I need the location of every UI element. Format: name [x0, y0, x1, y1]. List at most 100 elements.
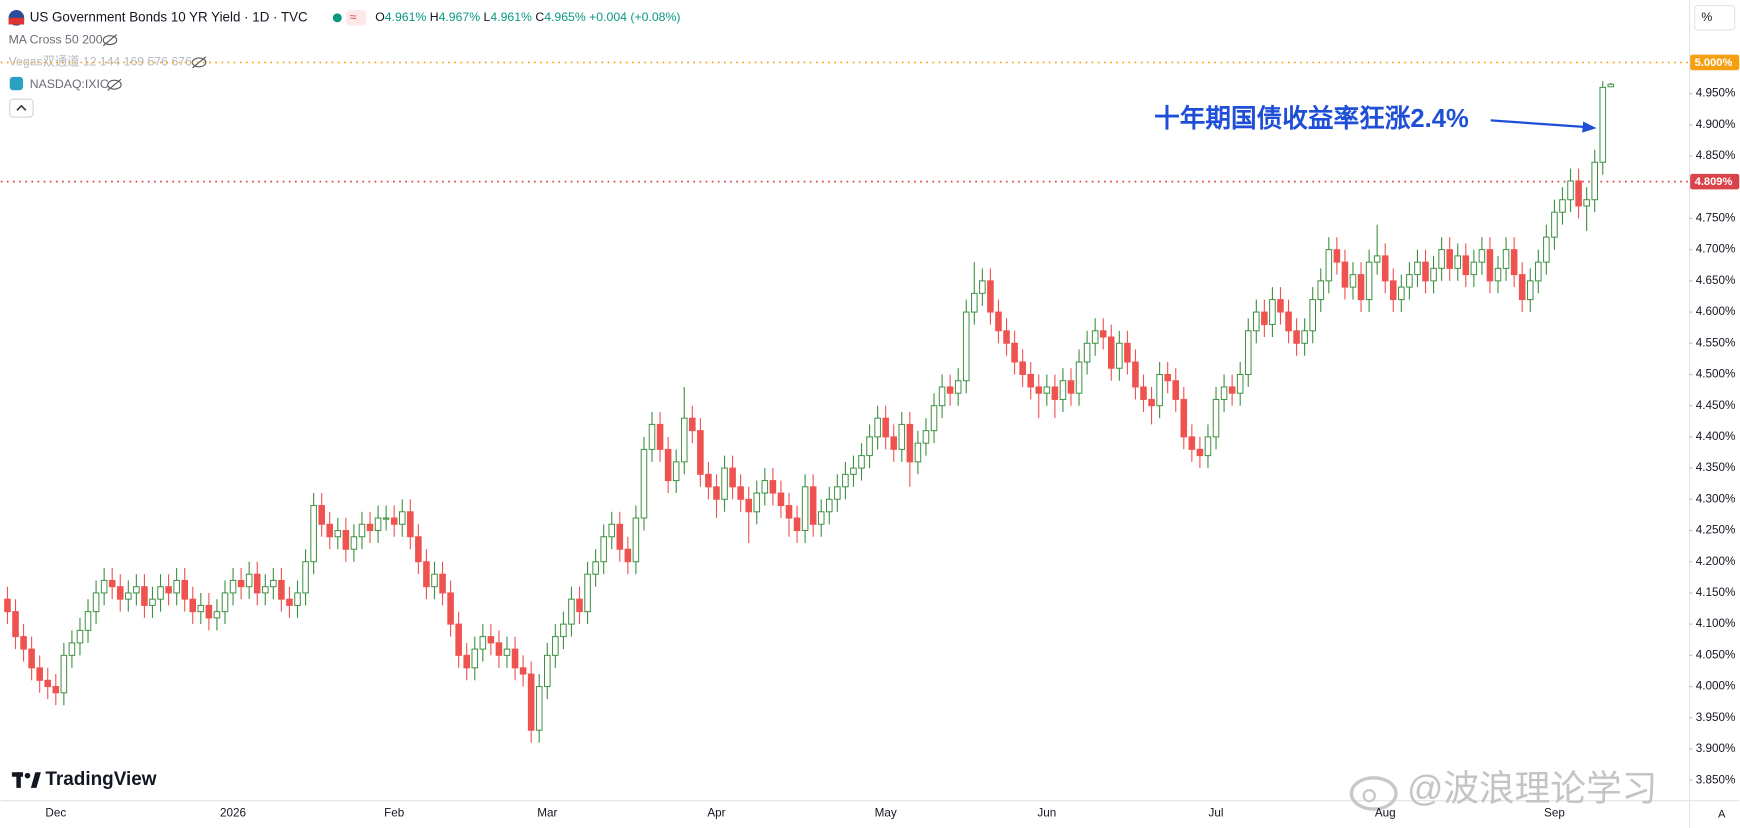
candle-body — [1220, 386, 1228, 400]
ohlc-value: 4.961% — [385, 10, 427, 24]
candle-body — [1204, 436, 1212, 457]
candle-body — [350, 536, 358, 550]
candle-body — [261, 586, 269, 594]
y-tick-label: 4.500% — [1696, 368, 1736, 381]
candle-body — [729, 467, 736, 488]
candle-body — [745, 498, 752, 513]
candle-body — [809, 486, 817, 525]
symbol-title: US Government Bonds 10 YR Yield · 1D · T… — [30, 9, 308, 24]
y-tick-label: 4.250% — [1696, 524, 1736, 537]
candle-body — [1446, 249, 1453, 269]
candle-body — [181, 579, 188, 600]
candle-body — [407, 511, 414, 538]
candle-body — [76, 629, 84, 644]
candle-body — [817, 511, 825, 525]
y-tick-label: 4.350% — [1696, 461, 1736, 474]
candle-body — [495, 642, 503, 656]
candle-body — [382, 517, 390, 520]
candle-body — [173, 579, 180, 594]
candle-body — [366, 523, 374, 532]
candle-body — [1341, 261, 1349, 288]
collapse-button[interactable] — [9, 98, 34, 118]
candle-body — [697, 430, 704, 475]
candle-body — [1059, 380, 1067, 400]
candle-body — [938, 386, 946, 407]
candle-body — [834, 486, 841, 500]
candle-body — [1051, 386, 1059, 400]
candle-body — [850, 467, 857, 475]
candle-body — [1019, 361, 1026, 375]
candle-body — [44, 679, 52, 688]
y-tick-label: 4.450% — [1696, 399, 1736, 412]
candle-body — [721, 467, 728, 500]
candle-body — [1148, 398, 1155, 407]
candle-body — [656, 423, 664, 450]
candle-body — [680, 417, 688, 463]
unit-box[interactable] — [1694, 5, 1736, 31]
ohlc-values: O4.961% H4.967% L4.961% C4.965% +0.004 (… — [375, 10, 680, 24]
candle-body — [1599, 86, 1607, 163]
annotation: 十年期国债收益率狂涨2.4% — [1154, 103, 1469, 133]
candle-body — [1261, 311, 1268, 326]
candle-body — [358, 523, 366, 538]
candle-body — [874, 417, 881, 438]
candle-body — [1083, 342, 1091, 363]
candle-body — [592, 561, 599, 575]
annotation-arrowhead — [1582, 121, 1597, 133]
candle-body — [858, 455, 865, 469]
candle-body — [906, 423, 914, 463]
candle-body — [624, 548, 632, 563]
candle-body — [205, 604, 213, 619]
candle-body — [987, 280, 994, 313]
candle-body — [1196, 448, 1204, 457]
eye-icon[interactable] — [107, 78, 122, 91]
watermark: @波浪理论学习 — [1407, 769, 1657, 809]
candle-body — [753, 492, 761, 513]
candles — [4, 81, 1615, 743]
candle-body — [229, 579, 237, 594]
y-tick-label: 3.850% — [1696, 773, 1736, 786]
candle-body — [1293, 330, 1300, 344]
candle-body — [801, 486, 809, 532]
candle-body — [995, 311, 1002, 332]
candle-body — [1406, 274, 1413, 288]
eye-icon[interactable] — [102, 34, 118, 47]
candle-body — [318, 505, 325, 525]
brand-logo — [11, 772, 41, 788]
candle-body — [503, 648, 511, 656]
indicator-label[interactable]: NASDAQ:IXIC — [30, 77, 109, 91]
symbol-flag-stripe — [8, 17, 25, 25]
candle-body — [1132, 361, 1139, 388]
y-tick-label: 4.100% — [1696, 617, 1736, 630]
candle-body — [1591, 161, 1598, 201]
candle-body — [971, 292, 978, 313]
candle-body — [1236, 373, 1244, 394]
candle-body — [866, 436, 873, 457]
candle-body — [1043, 386, 1051, 394]
y-tick-label: 4.600% — [1696, 305, 1736, 318]
candle-body — [560, 623, 567, 638]
axis-unit[interactable]: % — [1701, 10, 1712, 24]
x-tick-label: Jun — [1037, 807, 1056, 820]
candle-body — [1164, 373, 1171, 382]
candle-body — [326, 523, 334, 538]
candle-body — [842, 473, 849, 488]
auto-scale-button[interactable]: A — [1718, 809, 1726, 821]
price-label: 4.809% — [1695, 176, 1733, 188]
candle-body — [100, 579, 108, 594]
candle-body — [737, 486, 744, 500]
candle-body — [1518, 274, 1526, 301]
candle-body — [552, 636, 559, 656]
annotation-arrow — [1490, 119, 1586, 129]
candle-body — [1398, 286, 1405, 301]
y-tick-label: 4.750% — [1696, 212, 1736, 225]
candle-body — [1357, 274, 1365, 301]
candle-body — [471, 648, 479, 669]
candle-body — [930, 405, 938, 432]
delay-icon: ≈ — [350, 10, 357, 24]
candle-body — [1607, 83, 1615, 88]
indicator-label[interactable]: MA Cross 50 200 — [9, 32, 103, 46]
candle-body — [1099, 330, 1107, 338]
